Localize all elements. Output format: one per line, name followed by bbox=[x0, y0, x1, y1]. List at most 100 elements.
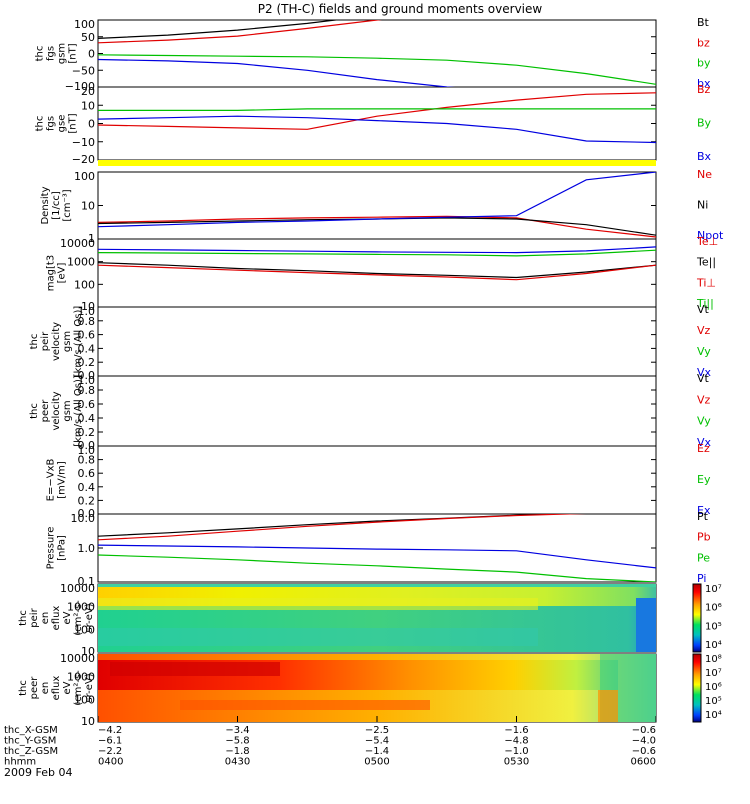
y-label-line: eflux bbox=[51, 676, 62, 701]
y-label-fgs-gse: thc fgs gse [nT] bbox=[35, 113, 79, 133]
series-line-Te⊥ bbox=[98, 246, 656, 254]
y-label-line: eV bbox=[62, 681, 73, 694]
x-row-label: thc_Z-GSM bbox=[4, 746, 58, 757]
x-tick-label: −4.8 bbox=[504, 736, 528, 747]
y-label-line: gsm bbox=[57, 43, 68, 64]
y-tick-label: 0 bbox=[88, 48, 95, 61]
y-label-line: thc bbox=[29, 403, 40, 419]
y-label-line: mag[t3 bbox=[46, 255, 57, 291]
y-label-line: [nT] bbox=[68, 43, 79, 63]
y-label-line: thc bbox=[35, 116, 46, 132]
y-tick-label: 100 bbox=[74, 18, 95, 31]
y-tick-label: 100 bbox=[74, 693, 95, 706]
y-label-peer-velocity: thc peer velocity gsm [km/s (All Qs)] bbox=[29, 375, 84, 447]
y-label-line: [km/s (All Qs)] bbox=[73, 306, 84, 378]
y-tick-label: 10000 bbox=[60, 237, 95, 250]
series-line-Bz bbox=[98, 92, 656, 130]
x-tick-label: −0.6 bbox=[632, 725, 656, 736]
series-line-Pt bbox=[98, 514, 572, 537]
y-label-fgs-gsm: thc fgs gsm [nT] bbox=[35, 43, 79, 64]
legend-temperature-1: Te|| bbox=[696, 256, 716, 269]
series-line-Npot bbox=[98, 172, 656, 228]
legend-pressure-0: Pt bbox=[697, 510, 709, 523]
y-label-line: [cm⁻³] bbox=[62, 189, 73, 221]
y-label-line: sr-eV) bbox=[84, 603, 95, 632]
legend-density-1: Ni bbox=[697, 199, 708, 212]
legend-pressure-2: Pe bbox=[697, 551, 710, 564]
y-tick-label: 10 bbox=[81, 200, 95, 213]
y-tick-label: 10 bbox=[81, 300, 95, 313]
colorbar-peir bbox=[692, 583, 702, 653]
legend-peir-velocity-2: Vy bbox=[697, 345, 711, 358]
series-line-Te|| bbox=[98, 262, 656, 279]
y-tick-label: 0.4 bbox=[78, 412, 96, 425]
x-axis-table: thc_X-GSM −4.2 −3.4 −2.5 −1.6 −0.6 thc_Y-GSM −6… bbox=[4, 716, 657, 768]
y-label-line: [eV] bbox=[57, 263, 68, 284]
legend-density-0: Ne bbox=[697, 168, 712, 181]
y-tick-label: 10 bbox=[81, 645, 95, 658]
y-tick-label: 0.1 bbox=[78, 575, 96, 588]
y-label-line: gse bbox=[57, 115, 68, 133]
y-label-line: fgs bbox=[46, 46, 57, 61]
x-row-label: hhmm bbox=[4, 757, 36, 768]
x-tick-label: 0500 bbox=[364, 757, 389, 768]
y-tick-label: 0.8 bbox=[78, 315, 96, 328]
peir-spectrogram bbox=[98, 584, 656, 652]
y-tick-label: 1000 bbox=[67, 671, 95, 684]
y-tick-label: 0.8 bbox=[78, 384, 96, 397]
y-label-line: thc bbox=[18, 680, 29, 696]
legend-peer-velocity-1: Vz bbox=[697, 393, 711, 406]
y-label-line: peir bbox=[40, 331, 51, 351]
x-tick-label: 0600 bbox=[631, 757, 656, 768]
x-tick-label: −6.1 bbox=[98, 736, 122, 747]
y-tick-label: 100 bbox=[74, 623, 95, 636]
legend-density-2: Npot bbox=[697, 229, 724, 242]
legend-efield-0: Ez bbox=[697, 442, 710, 455]
colorbar-label: 10⁸ bbox=[705, 654, 722, 665]
data-series bbox=[98, 20, 656, 582]
y-tick-label: −50 bbox=[72, 64, 95, 77]
colorbar-label: 10⁴ bbox=[705, 640, 722, 651]
y-tick-label: 0.0 bbox=[78, 439, 96, 452]
colorbar-labels: 10⁷ 10⁶ 10⁵ 10⁴ 10⁸ 10⁷ 10⁶ 10⁵ 10⁴ bbox=[705, 584, 722, 721]
x-tick-label: 0400 bbox=[98, 757, 123, 768]
legend-peir-velocity-1: Vz bbox=[697, 324, 711, 337]
panel-frame-peer-velocity bbox=[97, 375, 657, 447]
y-tick-label: 1.0 bbox=[78, 444, 96, 457]
legends: BtbzbybxBzByBxNeNiNpotTe⊥Te||Ti⊥Ti||VtVz… bbox=[696, 16, 724, 585]
y-tick-label: 0.4 bbox=[78, 342, 96, 355]
y-label-line: peer bbox=[40, 399, 51, 423]
colorbar-label: 10⁷ bbox=[705, 584, 722, 595]
legend-temperature-0: Te⊥ bbox=[696, 235, 718, 248]
x-tick-label: −5.8 bbox=[225, 736, 249, 747]
y-tick-label: 1.0 bbox=[78, 305, 96, 318]
peer-spectrogram bbox=[98, 654, 656, 722]
y-tick-label: −10 bbox=[72, 136, 95, 149]
y-tick-label: 10 bbox=[81, 99, 95, 112]
y-axis-labels: thc fgs gsm [nT]thc fgs gse [nT]Density [1/cc][… bbox=[18, 43, 95, 706]
y-label-peir-spec: thc peir en eflux eV (cm²-s-sr-eV) bbox=[18, 600, 95, 636]
series-line-By bbox=[98, 108, 656, 112]
y-tick-label: 0 bbox=[88, 118, 95, 131]
x-tick-label: −4.2 bbox=[98, 725, 122, 736]
y-label-density: Density [1/cc] [cm⁻³] bbox=[40, 186, 73, 224]
colorbar-label: 10⁴ bbox=[705, 710, 722, 721]
legend-fgs-gse-1: By bbox=[697, 117, 712, 130]
tick-labels: 100500−50−10020100−10−201001011000010001… bbox=[60, 18, 656, 728]
series-line-Ne bbox=[98, 215, 656, 238]
colorbar-label: 10⁶ bbox=[705, 603, 722, 614]
date-label: 2009 Feb 04 bbox=[4, 766, 72, 779]
y-label-line: gsm bbox=[62, 331, 73, 352]
y-tick-label: 10 bbox=[81, 715, 95, 728]
y-label-line: [mV/m] bbox=[57, 461, 68, 499]
series-line-Pi bbox=[98, 544, 656, 569]
y-tick-label: 1000 bbox=[67, 256, 95, 269]
y-tick-label: 0.0 bbox=[78, 369, 96, 382]
legend-peer-velocity-2: Vy bbox=[697, 415, 711, 428]
y-tick-label: 0.2 bbox=[78, 356, 96, 369]
x-tick-label: −0.6 bbox=[632, 746, 656, 757]
x-tick-label: −2.5 bbox=[365, 725, 389, 736]
panel-frame-fgs-gse bbox=[97, 86, 657, 161]
x-tick-label: −2.2 bbox=[98, 746, 122, 757]
